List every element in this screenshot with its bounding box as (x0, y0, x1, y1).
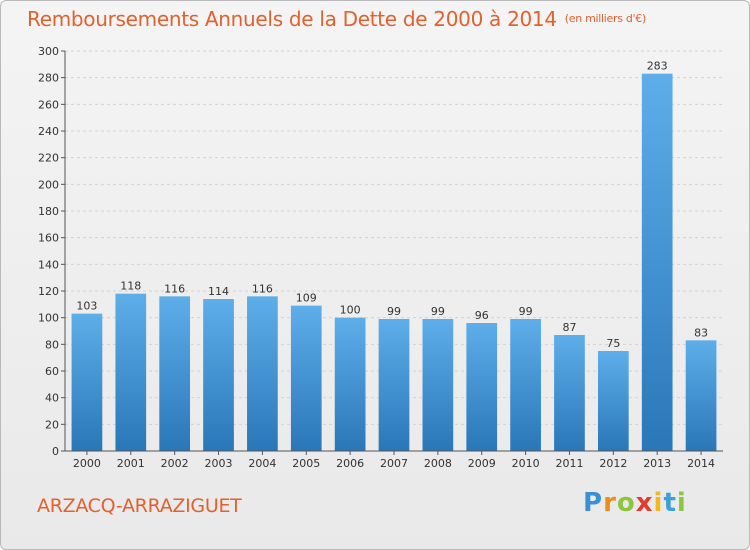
y-tick-label: 0 (52, 445, 59, 458)
chart-title-text: Remboursements Annuels de la Dette de 20… (27, 7, 557, 31)
bar (203, 299, 234, 451)
logo-letter: t (663, 488, 677, 518)
y-tick-label: 140 (38, 258, 59, 271)
bar (641, 73, 673, 452)
value-label: 100 (340, 304, 361, 317)
bar (597, 351, 629, 451)
value-label: 75 (606, 337, 620, 350)
x-tick-label: 2005 (292, 457, 320, 470)
value-label: 109 (296, 292, 317, 305)
bar (71, 313, 103, 451)
y-tick-label: 40 (45, 392, 59, 405)
value-label: 283 (647, 60, 668, 73)
bar (510, 319, 541, 451)
y-axis-ticks: 0 20 40 60 80 100 120 140 160 180 200 220 240 260 280 3… (38, 45, 65, 458)
bar (554, 335, 585, 451)
value-label: 116 (164, 282, 185, 295)
x-axis-ticks: 2000 2001 2002 2003 2004 2005 2006 2007 2008 2009… (73, 451, 715, 470)
bar (466, 323, 498, 451)
bar (685, 340, 717, 451)
chart-title: Remboursements Annuels de la Dette de 20… (27, 7, 646, 31)
y-tick-label: 280 (38, 72, 59, 85)
logo-letter: o (616, 488, 636, 518)
y-tick-label: 240 (38, 125, 59, 138)
value-label: 103 (76, 300, 97, 313)
value-label: 99 (519, 305, 533, 318)
bars (71, 73, 717, 452)
y-tick-label: 160 (38, 232, 59, 245)
bar (247, 296, 278, 451)
y-tick-label: 80 (45, 338, 59, 351)
x-tick-label: 2014 (687, 457, 715, 470)
bar (422, 319, 454, 451)
y-tick-label: 300 (38, 45, 59, 58)
y-tick-label: 200 (38, 178, 59, 191)
bar (115, 293, 147, 451)
x-tick-label: 2012 (599, 457, 627, 470)
logo-letter: i (676, 488, 687, 518)
y-tick-label: 60 (45, 365, 59, 378)
proxiti-logo: Proxiti (583, 488, 687, 518)
chart-unit: (en milliers d'€) (564, 12, 646, 25)
x-tick-label: 2010 (512, 457, 540, 470)
value-label: 83 (694, 326, 708, 339)
x-tick-label: 2007 (380, 457, 408, 470)
logo-letter: x (635, 488, 654, 518)
x-tick-label: 2011 (555, 457, 583, 470)
x-tick-label: 2009 (468, 457, 496, 470)
bar (378, 319, 410, 451)
value-label: 99 (387, 305, 401, 318)
x-tick-label: 2008 (424, 457, 452, 470)
logo-letter: P (583, 488, 604, 518)
y-tick-label: 180 (38, 205, 59, 218)
x-tick-label: 2002 (161, 457, 189, 470)
x-tick-label: 2006 (336, 457, 364, 470)
bar (290, 305, 322, 451)
y-tick-label: 220 (38, 152, 59, 165)
value-labels: 103 118 116 114 116 109 100 99 99 96 99 87 75 283 83 (76, 60, 708, 350)
x-tick-label: 2003 (205, 457, 233, 470)
x-tick-label: 2004 (248, 457, 276, 470)
value-label: 118 (120, 280, 141, 293)
commune-name: ARZACQ-ARRAZIGUET (37, 495, 242, 517)
y-tick-label: 20 (45, 418, 59, 431)
x-tick-label: 2013 (643, 457, 671, 470)
value-label: 116 (252, 282, 273, 295)
value-label: 99 (431, 305, 445, 318)
value-label: 87 (562, 321, 576, 334)
bar (159, 296, 191, 451)
logo-letter: i (653, 488, 664, 518)
value-label: 96 (475, 309, 489, 322)
y-tick-label: 120 (38, 285, 59, 298)
logo-letter: r (603, 488, 617, 518)
bar (334, 317, 366, 451)
y-tick-label: 100 (38, 312, 59, 325)
value-label: 114 (208, 285, 229, 298)
x-tick-label: 2000 (73, 457, 101, 470)
y-tick-label: 260 (38, 98, 59, 111)
x-tick-label: 2001 (117, 457, 145, 470)
